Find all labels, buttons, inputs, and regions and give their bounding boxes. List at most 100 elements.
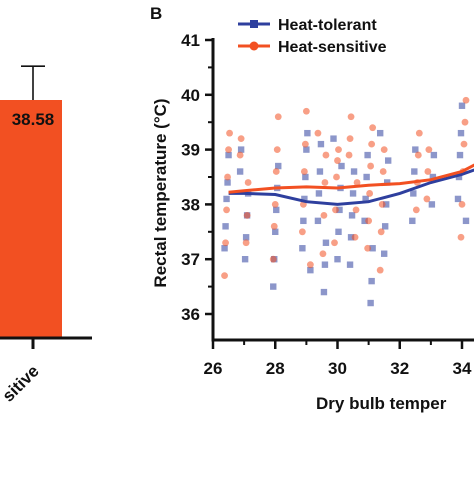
point-heat-tolerant — [273, 206, 280, 214]
y-axis-title: Rectal temperature (°C) — [151, 98, 170, 287]
point-heat-tolerant — [367, 299, 374, 307]
point-heat-sensitive — [412, 206, 420, 214]
point-heat-tolerant — [376, 129, 384, 137]
x-tick-label: 28 — [266, 359, 285, 378]
point-heat-tolerant — [384, 157, 392, 164]
point-heat-sensitive — [368, 140, 376, 148]
point-heat-sensitive — [272, 168, 280, 175]
point-heat-tolerant — [409, 217, 416, 225]
point-heat-tolerant — [223, 195, 230, 203]
point-heat-tolerant — [336, 206, 343, 214]
point-heat-tolerant — [429, 173, 437, 181]
point-heat-sensitive — [414, 151, 422, 159]
point-heat-sensitive — [243, 211, 251, 219]
point-heat-sensitive — [221, 272, 228, 280]
point-heat-tolerant — [307, 266, 314, 274]
point-heat-tolerant — [272, 228, 279, 235]
x-tick-label: 32 — [390, 359, 409, 378]
point-heat-tolerant — [362, 195, 369, 203]
point-heat-tolerant — [346, 261, 354, 268]
point-heat-tolerant — [412, 146, 419, 153]
point-heat-sensitive — [319, 250, 327, 258]
point-heat-tolerant — [237, 146, 245, 153]
y-tick-label: 41 — [181, 31, 200, 50]
point-heat-sensitive — [331, 239, 338, 247]
point-heat-tolerant — [221, 245, 228, 252]
point-heat-sensitive — [320, 211, 328, 219]
point-heat-sensitive — [226, 129, 233, 137]
trend-lines — [228, 163, 474, 206]
point-heat-tolerant — [348, 212, 356, 219]
point-heat-tolerant — [224, 179, 231, 186]
point-heat-sensitive — [273, 146, 281, 154]
point-heat-tolerant — [361, 217, 368, 225]
point-heat-sensitive — [270, 222, 278, 230]
panel-a: sitive 38.58 — [0, 65, 92, 406]
point-heat-tolerant — [456, 151, 464, 159]
point-heat-tolerant — [368, 277, 375, 285]
point-heat-sensitive — [222, 239, 229, 247]
legend-marker-circle — [249, 41, 259, 51]
point-heat-sensitive — [460, 140, 468, 148]
point-heat-tolerant — [270, 283, 277, 290]
point-heat-sensitive — [335, 146, 342, 154]
bar-heat-sensitive — [0, 100, 62, 338]
point-heat-sensitive — [365, 217, 373, 225]
y-tick-label: 38 — [181, 195, 200, 214]
point-heat-sensitive — [369, 124, 377, 132]
point-heat-tolerant — [454, 195, 462, 203]
point-heat-sensitive — [425, 146, 433, 154]
point-heat-tolerant — [458, 102, 466, 109]
x-tick-label: 30 — [328, 359, 347, 378]
point-heat-tolerant — [316, 168, 324, 175]
point-heat-sensitive — [379, 168, 387, 175]
legend-marker-square — [250, 20, 258, 28]
point-heat-sensitive — [269, 255, 277, 263]
point-heat-tolerant — [457, 129, 465, 137]
point-heat-sensitive — [333, 173, 340, 181]
point-heat-tolerant — [455, 173, 463, 181]
point-heat-tolerant — [275, 162, 282, 170]
point-heat-sensitive — [376, 266, 384, 274]
point-heat-tolerant — [347, 234, 355, 241]
point-heat-sensitive — [345, 151, 353, 159]
panel-label: B — [150, 4, 162, 23]
point-heat-sensitive — [462, 96, 470, 104]
y-tick-label: 37 — [181, 250, 200, 269]
point-heat-sensitive — [364, 244, 372, 252]
point-heat-tolerant — [410, 190, 417, 197]
point-heat-sensitive — [380, 146, 388, 154]
point-heat-sensitive — [334, 157, 341, 164]
point-heat-tolerant — [338, 162, 345, 170]
point-heat-tolerant — [315, 190, 323, 197]
point-heat-tolerant — [322, 239, 330, 246]
point-heat-sensitive — [274, 113, 282, 121]
bar-value-label: 38.58 — [12, 110, 55, 129]
x-tick-label: 34 — [453, 359, 472, 378]
point-heat-tolerant — [303, 146, 310, 153]
point-heat-sensitive — [236, 151, 244, 159]
point-heat-sensitive — [271, 201, 279, 208]
point-heat-sensitive — [353, 179, 361, 186]
point-heat-tolerant — [380, 250, 388, 257]
legend-label: Heat-sensitive — [278, 39, 387, 56]
point-heat-tolerant — [317, 140, 325, 148]
point-heat-tolerant — [320, 288, 328, 296]
panel-b-axes: 36 37 38 39 40 41 26 28 30 32 34 — [181, 31, 474, 378]
point-heat-sensitive — [415, 129, 423, 137]
point-heat-sensitive — [298, 228, 306, 236]
point-heat-sensitive — [424, 168, 432, 175]
point-heat-tolerant — [462, 217, 470, 225]
point-heat-tolerant — [242, 234, 250, 241]
x-tick-label: 26 — [204, 359, 223, 378]
point-heat-tolerant — [314, 217, 322, 225]
point-heat-sensitive — [458, 201, 466, 208]
point-heat-sensitive — [225, 146, 232, 154]
point-heat-sensitive — [223, 206, 230, 214]
y-tick-label: 36 — [181, 305, 200, 324]
point-heat-sensitive — [302, 107, 310, 115]
point-heat-sensitive — [352, 206, 360, 214]
point-heat-tolerant — [349, 190, 357, 197]
point-heat-tolerant — [225, 151, 232, 159]
